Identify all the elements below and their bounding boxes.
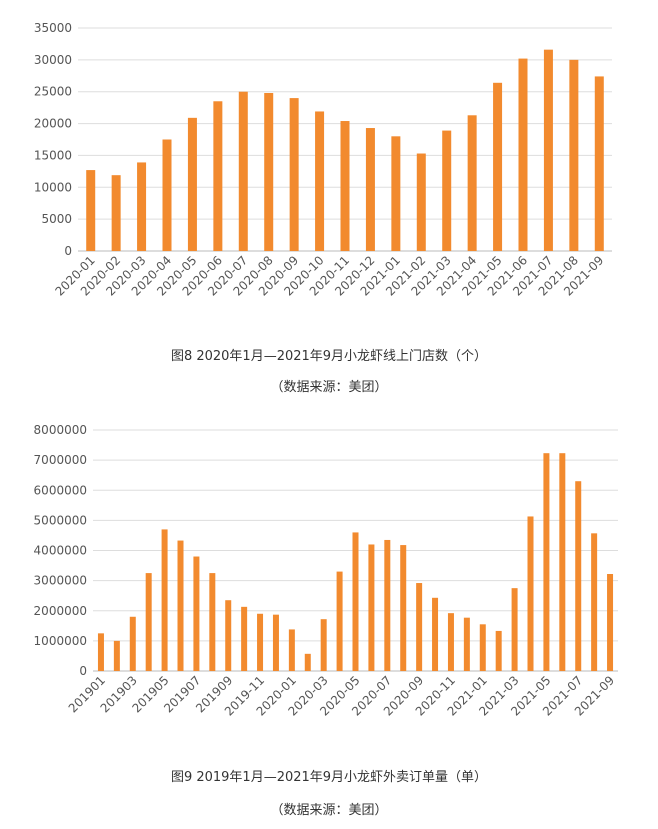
bar xyxy=(241,606,248,671)
y-tick-label: 3000000 xyxy=(34,574,87,588)
bar xyxy=(320,619,327,671)
bar xyxy=(209,573,216,671)
y-tick-label: 20000 xyxy=(34,117,72,131)
chart-delivery-orders: 0 1000000 2000000 3000000 4000000 5000000 6000… xyxy=(0,415,658,749)
bar xyxy=(467,115,477,251)
y-tick-label: 6000000 xyxy=(34,483,87,497)
bar xyxy=(145,573,152,671)
bar xyxy=(594,76,604,252)
bar xyxy=(416,153,426,251)
y-tick-label: 5000 xyxy=(41,212,72,226)
bar xyxy=(213,101,223,252)
bar xyxy=(479,624,486,671)
bar xyxy=(177,540,184,671)
bar xyxy=(304,653,311,671)
bar xyxy=(416,583,423,671)
bar xyxy=(289,98,299,251)
bar xyxy=(575,481,582,671)
chart-online-stores: 0 5000 10000 15000 20000 25000 30000 35000 2020-… xyxy=(0,0,658,334)
y-tick-label: 0 xyxy=(79,664,87,678)
bar xyxy=(187,117,197,251)
y-tick-label: 0 xyxy=(64,244,72,258)
figure9-caption: 图9 2019年1月—2021年9月小龙虾外卖订单量（单） xyxy=(170,770,488,785)
bar xyxy=(543,49,553,251)
bar xyxy=(162,139,172,251)
y-tick-label: 25000 xyxy=(34,85,72,99)
y-tick-label: 15000 xyxy=(34,148,72,162)
y-tick-label: 8000000 xyxy=(34,423,87,437)
bar xyxy=(518,58,528,251)
bar xyxy=(161,529,168,671)
bar xyxy=(193,556,200,671)
bar xyxy=(495,630,502,671)
figure8-caption: 图8 2020年1月—2021年9月小龙虾线上门店数（个） xyxy=(170,349,488,364)
bar-chart-delivery-orders: 0 1000000 2000000 3000000 4000000 5000000 6000… xyxy=(34,423,618,719)
bar xyxy=(432,597,439,671)
bar xyxy=(340,121,350,251)
y-tick-label: 4000000 xyxy=(34,544,87,558)
bar xyxy=(111,175,121,251)
bar xyxy=(225,600,232,671)
bar xyxy=(352,532,359,671)
bar-chart-online-stores: 050001000015000200002500030000350002020-… xyxy=(34,21,612,299)
y-tick-label: 35000 xyxy=(34,21,72,35)
bar xyxy=(368,544,375,671)
bar xyxy=(569,59,579,251)
bar xyxy=(543,453,550,671)
bar xyxy=(264,92,274,251)
y-tick-label: 5000000 xyxy=(34,513,87,527)
y-tick-label: 7000000 xyxy=(34,453,87,467)
y-tick-label: 1000000 xyxy=(34,634,87,648)
bar xyxy=(493,82,503,252)
bar xyxy=(447,613,454,671)
bar xyxy=(559,453,566,671)
bar xyxy=(442,130,452,251)
bar xyxy=(288,629,295,671)
bar xyxy=(527,516,534,671)
bar xyxy=(113,640,120,671)
bar xyxy=(238,91,248,251)
bar xyxy=(97,633,104,671)
bar xyxy=(607,573,614,671)
bar xyxy=(384,539,391,671)
figure9-source: （数据来源：美团） xyxy=(270,803,388,818)
bar xyxy=(315,111,325,251)
figure8-source: （数据来源：美团） xyxy=(270,380,388,395)
bar xyxy=(400,545,407,671)
bar xyxy=(391,136,401,251)
y-tick-label: 2000000 xyxy=(34,604,87,618)
bar xyxy=(86,170,96,251)
bar xyxy=(257,613,264,671)
bar xyxy=(336,571,343,671)
bar xyxy=(137,162,147,251)
bar xyxy=(365,128,375,251)
y-tick-label: 10000 xyxy=(34,180,72,194)
bar xyxy=(591,533,598,671)
bar xyxy=(463,617,470,671)
bar xyxy=(511,588,518,671)
bar xyxy=(272,614,279,671)
y-tick-label: 30000 xyxy=(34,53,72,67)
bar xyxy=(129,616,136,671)
